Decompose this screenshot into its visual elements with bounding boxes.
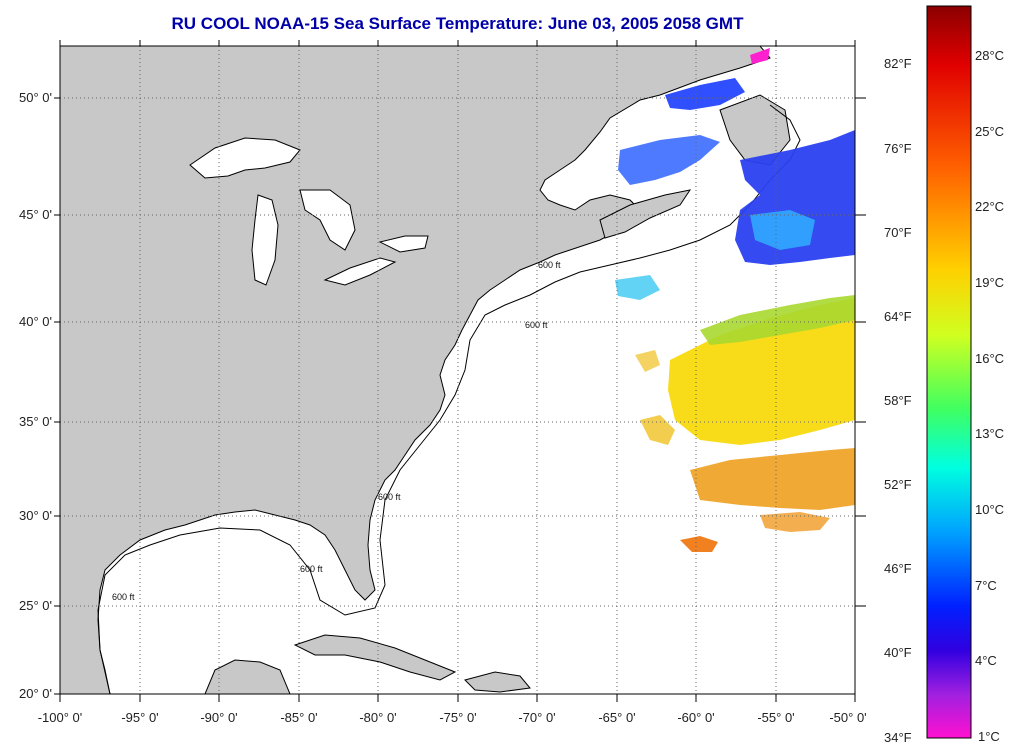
lon-label: -70° 0' <box>518 710 555 725</box>
colorbar <box>926 5 972 739</box>
celsius-labels: 28°C 25°C 22°C 19°C 16°C 13°C 10°C 7°C 4… <box>975 48 1004 744</box>
lon-label: -95° 0' <box>121 710 158 725</box>
lake-superior <box>189 137 301 179</box>
sst-green-patch <box>700 295 855 345</box>
contour-label: 600 ft <box>378 492 401 502</box>
c-label: 25°C <box>975 124 1004 139</box>
fahrenheit-labels: 82°F 76°F 70°F 64°F 58°F 52°F 46°F 40°F … <box>884 56 912 745</box>
sst-magenta-patch <box>750 48 770 64</box>
c-label: 10°C <box>975 502 1004 517</box>
lake-ontario <box>378 235 429 253</box>
longitude-labels: -100° 0' -95° 0' -90° 0' -85° 0' -80° 0'… <box>38 710 867 725</box>
contour-label: 600 ft <box>112 592 135 602</box>
north-america-land <box>60 46 771 694</box>
f-label: 46°F <box>884 561 912 576</box>
lat-label: 30° 0' <box>19 508 52 523</box>
latitude-labels: 50° 0' 45° 0' 40° 0' 35° 0' 30° 0' 25° 0… <box>19 90 52 701</box>
f-label: 40°F <box>884 645 912 660</box>
sst-orange-patch <box>760 512 830 532</box>
f-label: 70°F <box>884 225 912 240</box>
lon-label: -80° 0' <box>359 710 396 725</box>
lon-label: -90° 0' <box>200 710 237 725</box>
c-label: 19°C <box>975 275 1004 290</box>
lake-michigan <box>251 194 279 286</box>
lake-huron <box>299 189 356 251</box>
lon-label: -60° 0' <box>677 710 714 725</box>
c-label: 4°C <box>975 653 997 668</box>
sst-warm-swath <box>668 298 855 445</box>
nova-scotia <box>599 189 692 239</box>
lat-label: 25° 0' <box>19 598 52 613</box>
c-label: 13°C <box>975 426 1004 441</box>
sst-cyan-patch <box>750 210 815 250</box>
contour-label: 600 ft <box>525 320 548 330</box>
bathymetry-contour <box>97 104 801 694</box>
yucatan <box>204 659 291 694</box>
f-label: 52°F <box>884 477 912 492</box>
sst-orange-patch <box>680 536 718 552</box>
lat-label: 45° 0' <box>19 207 52 222</box>
lon-label: -55° 0' <box>757 710 794 725</box>
c-label: 16°C <box>975 351 1004 366</box>
cuba <box>293 634 457 681</box>
f-label: 58°F <box>884 393 912 408</box>
lon-label: -50° 0' <box>829 710 866 725</box>
lat-label: 50° 0' <box>19 90 52 105</box>
lon-label: -75° 0' <box>439 710 476 725</box>
lake-erie <box>323 257 397 286</box>
sst-cold-region <box>665 78 745 110</box>
lon-label: -85° 0' <box>280 710 317 725</box>
f-label: 82°F <box>884 56 912 71</box>
c-label: 28°C <box>975 48 1004 63</box>
lon-label: -65° 0' <box>598 710 635 725</box>
c-label: 7°C <box>975 578 997 593</box>
f-label: 34°F <box>884 730 912 745</box>
contour-label: 600 ft <box>300 564 323 574</box>
c-label: 1°C <box>978 729 1000 744</box>
sst-cold-region <box>618 135 720 185</box>
lon-label: -100° 0' <box>38 710 83 725</box>
lat-tick-marks <box>54 97 866 695</box>
c-label: 22°C <box>975 199 1004 214</box>
contour-label: 600 ft <box>538 260 561 270</box>
lat-label: 35° 0' <box>19 414 52 429</box>
graticule <box>60 46 855 694</box>
hispaniola <box>464 671 531 693</box>
lat-label: 20° 0' <box>19 686 52 701</box>
f-label: 76°F <box>884 141 912 156</box>
lat-label: 40° 0' <box>19 314 52 329</box>
sst-cyan-patch <box>615 275 660 300</box>
map-title: RU COOL NOAA-15 Sea Surface Temperature:… <box>171 14 744 33</box>
lon-tick-marks <box>59 40 856 702</box>
sst-orange-patch <box>690 448 855 510</box>
sst-warm-scatter <box>635 350 660 372</box>
f-label: 64°F <box>884 309 912 324</box>
